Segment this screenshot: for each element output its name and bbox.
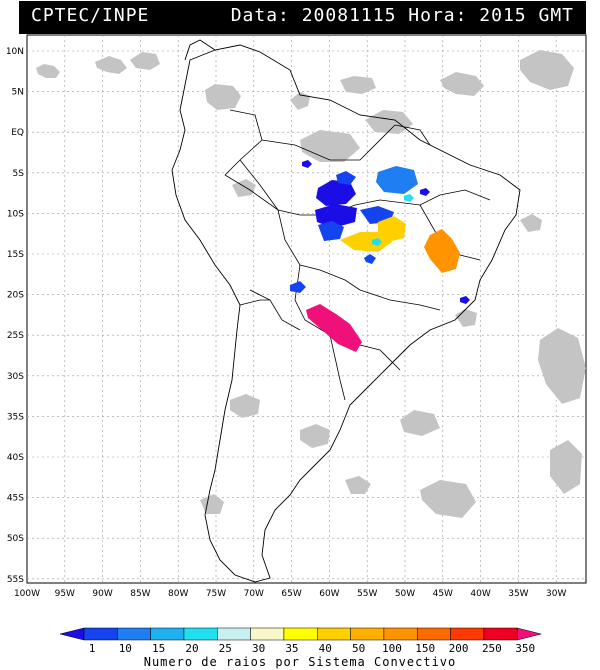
- lat-label: 10S: [7, 209, 24, 219]
- colorbar-tick-label: 350: [515, 642, 536, 655]
- map-frame: [26, 34, 587, 584]
- colorbar-tick-label: 50: [351, 642, 366, 655]
- lat-label: 20S: [7, 291, 24, 301]
- colorbar-segment: [350, 627, 385, 641]
- map-header: CPTEC/INPE Data: 20081115 Hora: 2015 GMT: [19, 1, 586, 34]
- colorbar-tick-label: 1: [88, 642, 96, 655]
- colorbar-tick-label: 10: [118, 642, 132, 655]
- convective-systems: [290, 160, 470, 352]
- colorbar-tick-label: 200: [448, 642, 469, 655]
- colorbar: [59, 627, 542, 641]
- colorbar-segment: [483, 627, 518, 641]
- lat-label: 5N: [12, 88, 24, 98]
- lon-label: 70W: [244, 589, 264, 599]
- colorbar-segment: [416, 627, 451, 641]
- colorbar-tick-label: 40: [318, 642, 332, 655]
- graticule: [27, 35, 586, 583]
- lat-label: 30S: [7, 372, 24, 382]
- lon-label: 55W: [357, 589, 377, 599]
- colorbar-segment: [450, 627, 485, 641]
- lat-label: 25S: [7, 331, 24, 341]
- lon-label: 95W: [55, 589, 75, 599]
- lon-label: 35W: [508, 589, 528, 599]
- lat-label: 10N: [6, 47, 24, 57]
- colorbar-segment: [59, 627, 85, 641]
- longitude-labels: 100W 95W 90W 85W 80W 75W 70W 65W 60W 55W 50W 45W 40W…: [14, 589, 567, 599]
- lon-label: 60W: [319, 589, 339, 599]
- lon-label: 40W: [470, 589, 490, 599]
- colorbar-segment: [83, 627, 118, 641]
- lat-label: 50S: [7, 534, 24, 544]
- colorbar-tick-label: 20: [185, 642, 199, 655]
- colorbar-tick-label: 30: [251, 642, 266, 655]
- colorbar-segment: [516, 627, 542, 641]
- colorbar-tick-label: 250: [481, 642, 502, 655]
- lat-label: 45S: [7, 494, 24, 504]
- lat-label: 15S: [7, 250, 24, 260]
- lon-label: 80W: [168, 589, 188, 599]
- lon-label: 65W: [281, 589, 301, 599]
- lon-label: 30W: [546, 589, 566, 599]
- lat-label: 40S: [7, 453, 24, 463]
- colorbar-segment: [250, 627, 285, 641]
- colorbar-segment: [317, 627, 351, 641]
- colorbar-segment: [283, 627, 318, 641]
- lon-label: 100W: [14, 589, 40, 599]
- colorbar-segment: [383, 627, 418, 641]
- lat-label: 5S: [13, 169, 25, 179]
- colorbar-tick-label: 15: [152, 642, 166, 655]
- colorbar-tick-label: 25: [218, 642, 232, 655]
- lon-label: 45W: [433, 589, 453, 599]
- source-label: CPTEC/INPE: [31, 5, 150, 26]
- latitude-labels: 10N 5N EQ 5S 10S 15S 20S 25S 30S 35S 40S 45S 50S 55S: [6, 47, 24, 585]
- lat-label: 55S: [7, 575, 24, 585]
- cloud-cover: [36, 50, 586, 518]
- colorbar-segment: [150, 627, 185, 641]
- date-time-label: Data: 20081115 Hora: 2015 GMT: [230, 5, 574, 26]
- colorbar-segment: [183, 627, 218, 641]
- lon-label: 50W: [395, 589, 415, 599]
- colorbar-segment: [117, 627, 151, 641]
- colorbar-tick-label: 35: [285, 642, 299, 655]
- lat-label: 35S: [7, 412, 24, 422]
- lon-label: 75W: [206, 589, 226, 599]
- colorbar-segment: [217, 627, 251, 641]
- colorbar-tick-label: 100: [381, 642, 402, 655]
- colorbar-tick-label: 150: [415, 642, 436, 655]
- lon-label: 85W: [130, 589, 150, 599]
- lat-label: EQ: [11, 128, 24, 138]
- lon-label: 90W: [92, 589, 112, 599]
- colorbar-title: Numero de raios por Sistema Convectivo: [143, 655, 457, 669]
